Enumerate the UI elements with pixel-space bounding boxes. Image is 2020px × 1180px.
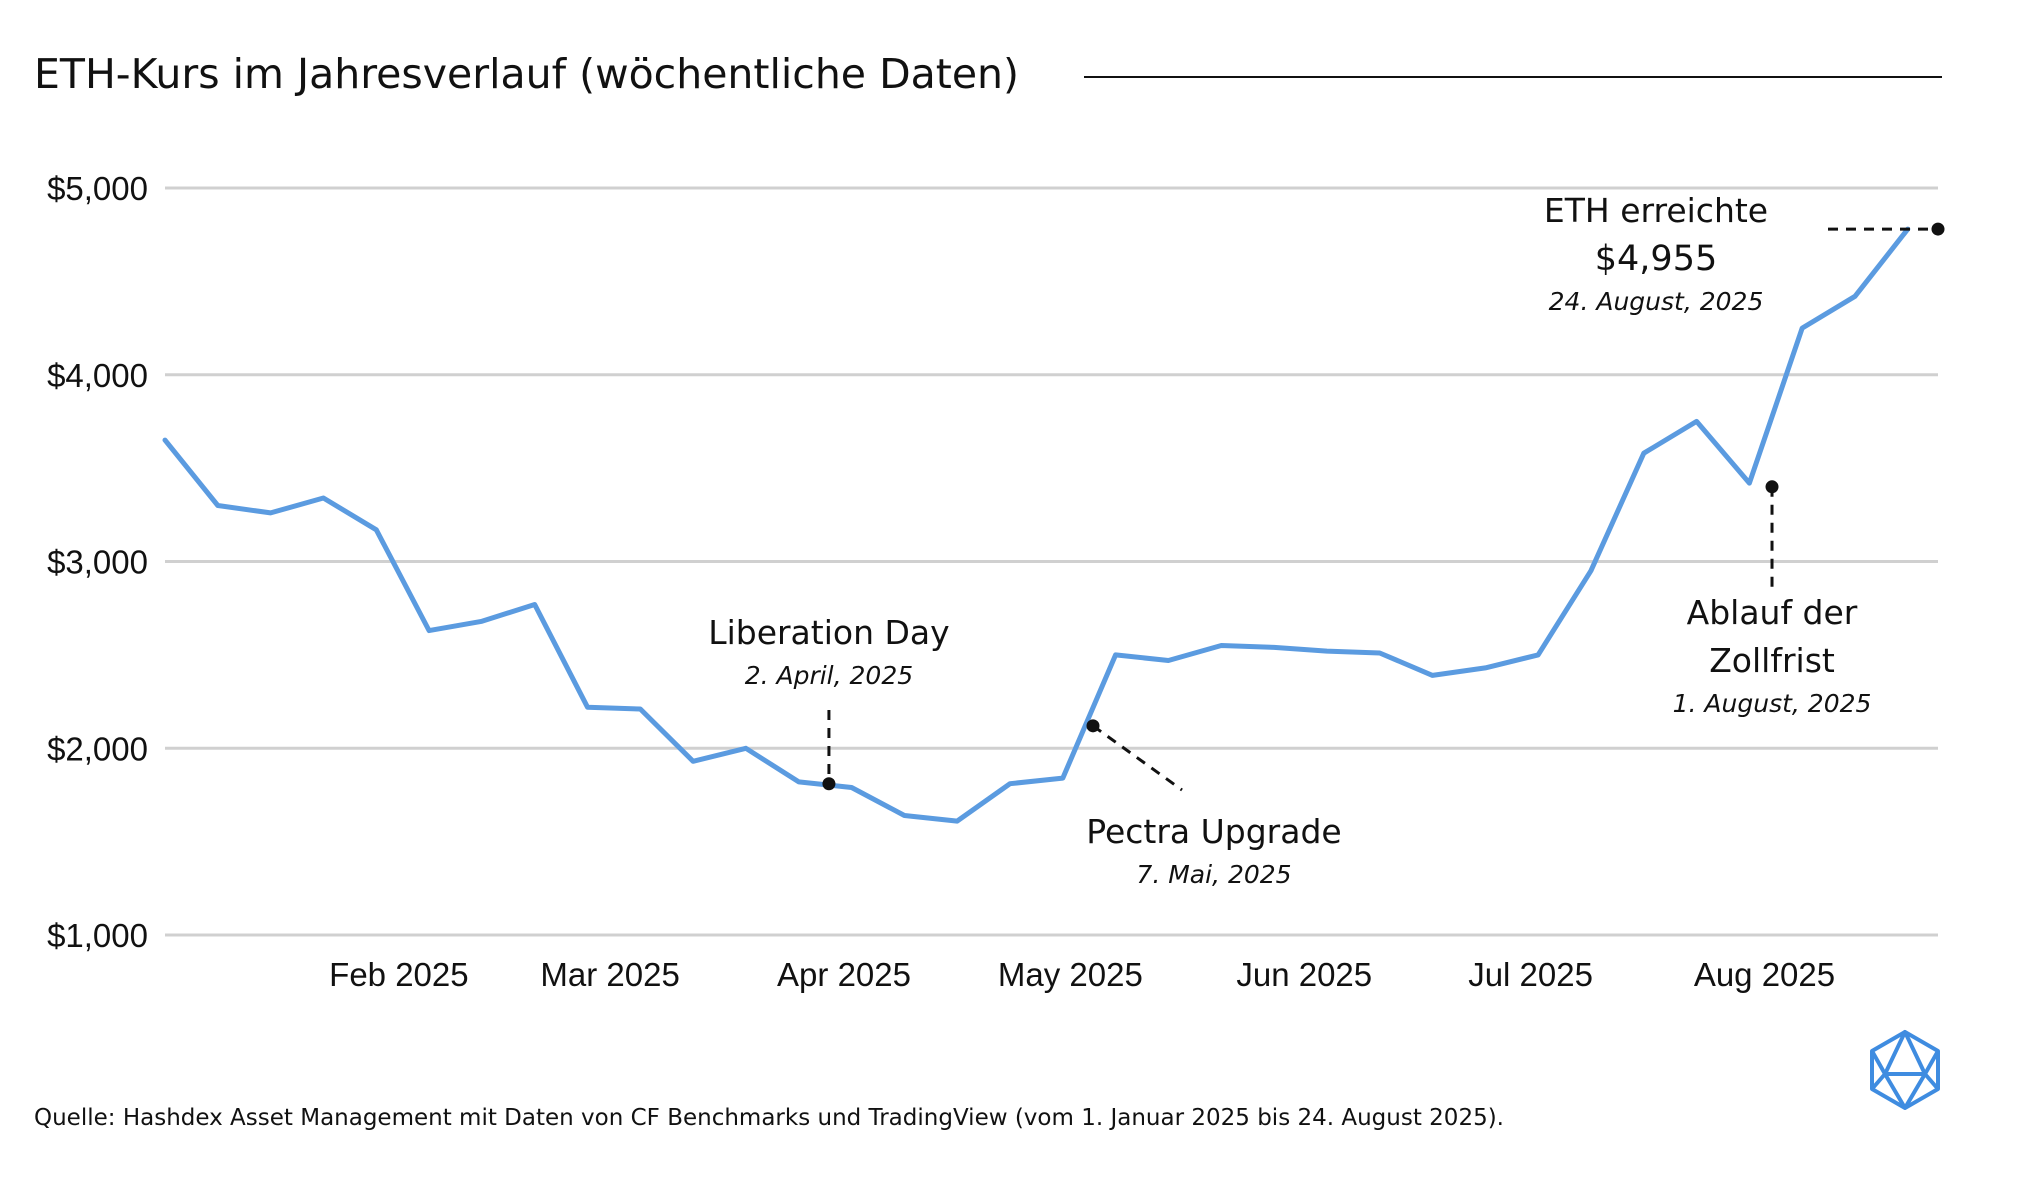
icosahedron-logo-icon: [1870, 1030, 1940, 1110]
annotation-title: $4,955: [1595, 239, 1717, 279]
annotation-point: [822, 777, 836, 791]
annotation-title: Liberation Day: [708, 613, 949, 652]
x-tick-label: Apr 2025: [777, 956, 911, 993]
x-tick-label: Aug 2025: [1694, 956, 1835, 993]
x-tick-label: Mar 2025: [540, 956, 679, 993]
chart-title: ETH-Kurs im Jahresverlauf (wöchentliche …: [34, 50, 1020, 98]
y-axis-ticks: $1,000 $2,000 $3,000 $4,000 $5,000: [47, 170, 148, 954]
series-line: [162, 226, 1911, 824]
annotations: Liberation Day 2. April, 2025 Pectra Upgra…: [708, 191, 1945, 889]
title-rule: [1084, 76, 1942, 78]
annotation-date: 7. Mai, 2025: [1136, 860, 1291, 889]
x-axis-ticks: Feb 2025 Mar 2025 Apr 2025 May 2025 Jun 2025…: [329, 956, 1835, 993]
annotation-title: Pectra Upgrade: [1086, 812, 1341, 851]
annotation-title: Zollfrist: [1709, 641, 1835, 680]
annotation-leader: [1092, 724, 1183, 792]
x-tick-label: Jul 2025: [1468, 956, 1593, 993]
annotation-date: 24. August, 2025: [1549, 287, 1764, 316]
series-layer: [162, 226, 1911, 824]
annotation-title: ETH erreichte: [1544, 191, 1768, 230]
source-note: Quelle: Hashdex Asset Management mit Dat…: [34, 1105, 1504, 1131]
annotation-point: [1931, 222, 1945, 236]
y-tick-label: $2,000: [47, 730, 148, 767]
annotation-point: [1765, 480, 1779, 494]
y-tick-label: $1,000: [47, 917, 148, 954]
y-tick-label: $5,000: [47, 170, 148, 207]
x-tick-label: May 2025: [998, 956, 1143, 993]
annotation-date: 2. April, 2025: [745, 661, 913, 690]
y-tick-label: $3,000: [47, 544, 148, 581]
annotation-title: Ablauf der: [1687, 593, 1858, 632]
x-tick-label: Feb 2025: [329, 956, 468, 993]
x-tick-label: Jun 2025: [1236, 956, 1372, 993]
y-tick-label: $4,000: [47, 357, 148, 394]
annotation-date: 1. August, 2025: [1673, 689, 1872, 718]
grid-lines: [165, 186, 1938, 937]
annotation-point: [1086, 719, 1100, 733]
